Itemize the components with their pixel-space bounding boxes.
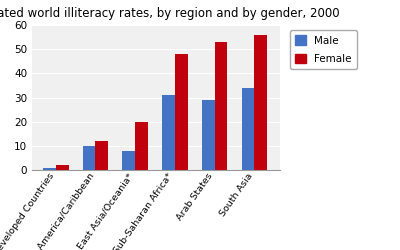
- Text: Estimated world illiteracy rates, by region and by gender, 2000: Estimated world illiteracy rates, by reg…: [0, 8, 340, 20]
- Bar: [122, 151, 135, 170]
- Bar: [162, 95, 175, 170]
- Bar: [135, 122, 148, 170]
- Bar: [214, 42, 227, 170]
- Bar: [56, 165, 68, 170]
- Bar: [175, 54, 188, 170]
- Bar: [242, 88, 254, 170]
- Bar: [202, 100, 214, 170]
- Bar: [254, 35, 267, 170]
- Bar: [83, 146, 96, 170]
- Bar: [43, 168, 56, 170]
- Legend: Male, Female: Male, Female: [290, 30, 357, 70]
- Bar: [96, 141, 108, 170]
